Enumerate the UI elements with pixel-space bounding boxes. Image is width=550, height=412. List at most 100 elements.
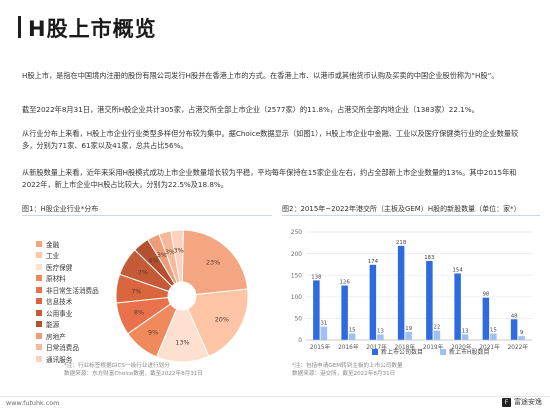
pie-slice-label: 3%: [157, 251, 167, 259]
bar-value-label: 48: [511, 313, 518, 319]
brand-name: 富途安逸: [514, 398, 542, 406]
x-tick-label: 2018年: [395, 343, 416, 351]
paragraph-definition: H股上市，是指在中国境内注册的股份有限公司发行H股并在香港上市的方式。在香港上市…: [22, 71, 499, 80]
pie-slice: [187, 288, 249, 357]
bar-value-label: 154: [452, 267, 463, 273]
bar-value-label: 13: [462, 328, 469, 334]
figure1-note-line: *注：行业标签根据GICS一级行业进行划分: [64, 363, 170, 369]
legend-swatch: [440, 349, 446, 355]
bar: [348, 333, 356, 340]
legend-swatch: [36, 240, 42, 247]
paragraph-industry: 从行业分布上来看，H股上市企业行业类型多样但分布较为集中。据Choice数据显示…: [22, 129, 519, 150]
paragraph-count: 截至2022年8月31日，港交所H股企业共计305家，占港交所全部上市企业（25…: [22, 105, 479, 114]
bar-value-label: 98: [482, 292, 489, 298]
bar: [397, 245, 405, 340]
bar: [341, 285, 348, 340]
bar: [518, 336, 525, 340]
legend-item: 公用事业: [36, 307, 99, 319]
bar-value-label: 31: [320, 321, 327, 327]
bar-value-label: 126: [339, 280, 350, 286]
x-tick-label: 2019年: [423, 343, 444, 351]
legend-swatch: [36, 263, 42, 270]
legend-label: 日常消费品: [46, 344, 79, 353]
pie-slice-label: 4%: [148, 256, 158, 264]
bar-value-label: 15: [490, 328, 497, 334]
legend-swatch: [36, 298, 42, 305]
brand-logo-icon: F: [502, 397, 511, 407]
legend-item: 医疗保健: [36, 261, 99, 273]
bar: [369, 264, 377, 340]
figure2-title: 图2：2015年~2022年港交所（主板及GEM）H股的新股数量（单位：家*）: [282, 205, 521, 213]
figure-new-listings: 图2：2015年~2022年港交所（主板及GEM）H股的新股数量（单位：家*） …: [282, 204, 540, 384]
bar: [377, 334, 384, 340]
legend-label: 原材料: [46, 275, 66, 284]
figure1-note: *注：行业标签根据GICS一级行业进行划分 数据来源：东方财富Choice数据，…: [64, 362, 203, 378]
bar-value-label: 174: [368, 259, 379, 265]
title-accent-bar: [18, 16, 21, 38]
x-tick-label: 2016年: [338, 343, 359, 351]
legend-item: 能源: [36, 319, 99, 331]
bar: [461, 334, 469, 340]
y-tick-label: 0: [298, 338, 302, 344]
legend-item: 通讯服务: [36, 353, 99, 365]
figure1-title: 图1：H股企业行业*分布: [22, 205, 99, 213]
legend-label: 非日常生活消费品: [46, 286, 99, 295]
bar-value-label: 183: [424, 255, 434, 261]
bar-value-label: 218: [396, 240, 407, 246]
bar: [433, 330, 441, 340]
legend-label: 能源: [46, 321, 60, 330]
legend-label: 金融: [46, 240, 60, 249]
bar-value-label: 138: [311, 274, 322, 280]
paragraph-new-listings: 从新股数量上来看，近年来采用H股模式成功上市企业数量增长较为平稳，平均每年保持在…: [22, 168, 517, 189]
y-tick-label: 200: [291, 252, 302, 258]
bar-value-label: 13: [377, 328, 384, 334]
legend-label: 通讯服务: [46, 355, 73, 364]
figure2-source-line: 数据来源：港交所，截至2022年8月31日: [292, 371, 396, 377]
x-tick-label: 2017年: [366, 343, 387, 351]
legend-item: 信息技术: [36, 296, 99, 308]
legend-item: 金融: [36, 238, 99, 250]
x-tick-label: 2022年: [508, 343, 529, 351]
footer-brand: F 富途安逸: [502, 397, 542, 407]
x-tick-label: 2021年: [479, 343, 500, 351]
legend-swatch: [36, 252, 42, 259]
figure1-source-line: 数据来源：东方财富Choice数据，截至2022年8月31日: [64, 371, 203, 377]
bar: [426, 260, 433, 340]
bar: [405, 331, 412, 340]
pie-slice-label: 3%: [165, 248, 175, 256]
bar: [482, 297, 490, 340]
bar: [320, 326, 328, 340]
legend-swatch: [36, 309, 42, 316]
legend-item: 房地产: [36, 330, 99, 342]
legend-label: 医疗保健: [46, 263, 73, 272]
legend-swatch: [36, 344, 42, 351]
pie-slice-label: 7%: [131, 287, 141, 295]
legend-item: 工业: [36, 250, 99, 262]
legend-swatch: [36, 321, 42, 328]
figure1-rule: [22, 215, 272, 216]
bar-value-label: 9: [520, 330, 524, 336]
pie-slice-label: 3%: [174, 247, 184, 255]
legend-item: 原材料: [36, 273, 99, 285]
pie-slice-label: 13%: [175, 338, 189, 346]
legend-label: 新上市公司数目: [381, 348, 423, 356]
bar: [313, 280, 320, 340]
figure-industry-distribution: 图1：H股企业行业*分布 金融 工业 医疗保健原材料非日常生活消费品 信息技术 公用事业…: [22, 204, 272, 384]
page-title: H股上市概览: [28, 17, 157, 41]
figure2-rule: [282, 215, 540, 216]
legend-label: 公用事业: [46, 309, 73, 318]
figure2-note-line: *注：包括申请GEM转到主板的上市公司数量: [292, 363, 403, 369]
footer-url: www.futuhk.com: [6, 399, 60, 407]
pie-slice-label: 20%: [215, 315, 229, 323]
x-tick-label: 2020年: [451, 343, 472, 351]
x-tick-label: 2015年: [310, 343, 331, 351]
pie-legend: 金融 工业 医疗保健原材料非日常生活消费品 信息技术 公用事业能源 房地产日常消费品通讯服…: [36, 238, 99, 365]
legend-swatch: [36, 275, 42, 282]
legend-swatch: [36, 286, 42, 293]
footer-divider: [0, 396, 550, 397]
legend-item: 非日常生活消费品: [36, 284, 99, 296]
pie-slice-label: 8%: [134, 309, 144, 317]
new-listings-bar-chart: 0 50 100 150 200 250 138 31 2015年 126 15 2016年 174 13…: [291, 230, 532, 356]
legend-swatch: [36, 332, 42, 339]
legend-label: 新上市H股数目: [449, 348, 490, 356]
